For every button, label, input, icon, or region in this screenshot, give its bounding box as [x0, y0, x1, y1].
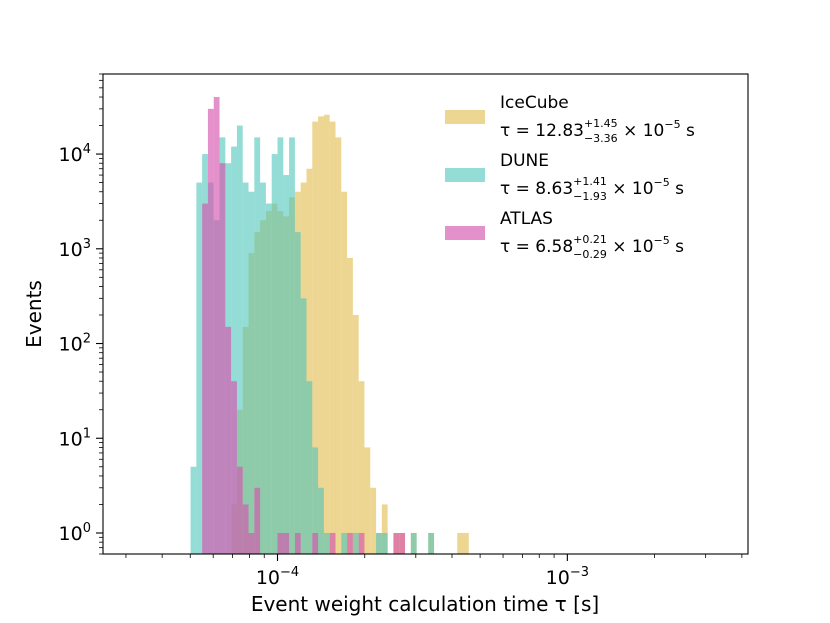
bar-icecube [347, 257, 353, 554]
bar-dune [376, 532, 382, 554]
bar-dune [318, 487, 324, 554]
bar-icecube [364, 447, 371, 554]
y-axis-label: Events [22, 280, 46, 348]
bar-atlas [207, 108, 214, 554]
bar-dune [428, 532, 435, 554]
legend-item-icecube: IceCube τ = 12.83+1.45 −3.36 × 10−5 s [445, 93, 695, 145]
legend-swatch [445, 226, 485, 240]
bar-atlas [202, 203, 208, 554]
bar-atlas [283, 532, 290, 554]
bar-atlas [358, 532, 365, 554]
legend-item-dune: DUNE τ = 8.63+1.41 −1.93 × 10−5 s [445, 151, 684, 203]
bar-atlas [277, 532, 284, 554]
bar-dune [242, 182, 249, 554]
bar-dune [265, 203, 272, 554]
bar-icecube [312, 121, 319, 554]
plot-frame [102, 73, 749, 555]
x-axis-label: Event weight calculation time τ [s] [251, 592, 599, 616]
x-axis: 10−4 10−3 [125, 554, 743, 589]
bar-icecube [817, 533, 823, 554]
bar-dune [196, 182, 203, 554]
legend-tau-value: τ = 8.63+1.41 −1.93 × 10−5 s [500, 175, 684, 203]
bar-icecube [329, 121, 336, 554]
bar-dune [306, 381, 313, 554]
bar-atlas [393, 532, 400, 554]
legend-label: IceCube [500, 93, 569, 113]
bar-dune [271, 154, 278, 554]
bar-dune [283, 175, 290, 554]
bar-atlas [231, 381, 237, 554]
bar-dune [248, 191, 255, 554]
bar-atlas [248, 532, 255, 554]
y-tick-label: 100 [59, 521, 91, 545]
bar-icecube [358, 381, 365, 554]
bar-icecube [457, 532, 464, 554]
bar-atlas [347, 532, 353, 554]
bar-dune [410, 532, 417, 554]
bar-atlas [329, 532, 336, 554]
y-tick-label: 103 [59, 237, 91, 261]
legend: IceCube τ = 12.83+1.45 −3.36 × 10−5 s DUNE τ… [445, 93, 695, 261]
legend-swatch [445, 168, 485, 182]
series-atlas [202, 97, 406, 554]
bar-icecube [306, 168, 313, 554]
bar-atlas [294, 532, 301, 554]
bar-dune [260, 182, 266, 554]
legend-tau-value: τ = 12.83+1.45 −3.36 × 10−5 s [500, 117, 695, 145]
bar-dune [381, 532, 388, 554]
bar-atlas [312, 532, 319, 554]
bar-dune [352, 532, 359, 554]
bar-dune [300, 298, 307, 554]
bar-icecube [370, 487, 377, 554]
bar-dune [323, 532, 330, 554]
legend-label: DUNE [500, 151, 549, 171]
bar-icecube [341, 191, 348, 554]
bar-dune [312, 447, 319, 554]
legend-swatch [445, 110, 485, 124]
bar-dune [294, 232, 301, 554]
bar-dune [277, 137, 284, 554]
bar-atlas [213, 97, 220, 554]
bar-icecube [381, 504, 388, 554]
x-tick-label: 10−4 [256, 565, 299, 589]
bar-atlas [242, 504, 249, 554]
bar-dune [236, 125, 243, 554]
histogram-bars [190, 97, 823, 554]
bar-dune [231, 146, 237, 554]
legend-tau-value: τ = 6.58+0.21 −0.29 × 10−5 s [500, 233, 684, 261]
bar-icecube [318, 116, 324, 554]
y-tick-label: 104 [59, 142, 91, 166]
bar-icecube [323, 114, 330, 554]
legend-label: ATLAS [500, 209, 553, 229]
bar-dune [289, 137, 295, 554]
bar-atlas [399, 532, 406, 554]
bar-atlas [254, 487, 261, 554]
bar-icecube [463, 532, 469, 554]
bar-atlas [219, 163, 226, 554]
bar-atlas [225, 326, 232, 554]
y-tick-label: 102 [59, 332, 91, 356]
bar-icecube [352, 315, 359, 554]
legend-item-atlas: ATLAS τ = 6.58+0.21 −0.29 × 10−5 s [445, 209, 684, 261]
bar-dune [254, 137, 261, 554]
bar-icecube [335, 137, 342, 554]
bar-dune [190, 466, 197, 554]
bar-dune [341, 532, 348, 554]
x-tick-label: 10−3 [546, 565, 589, 589]
y-tick-label: 101 [59, 426, 91, 450]
y-axis: 100 101 102 103 104 [59, 73, 103, 555]
bar-atlas [236, 466, 243, 554]
